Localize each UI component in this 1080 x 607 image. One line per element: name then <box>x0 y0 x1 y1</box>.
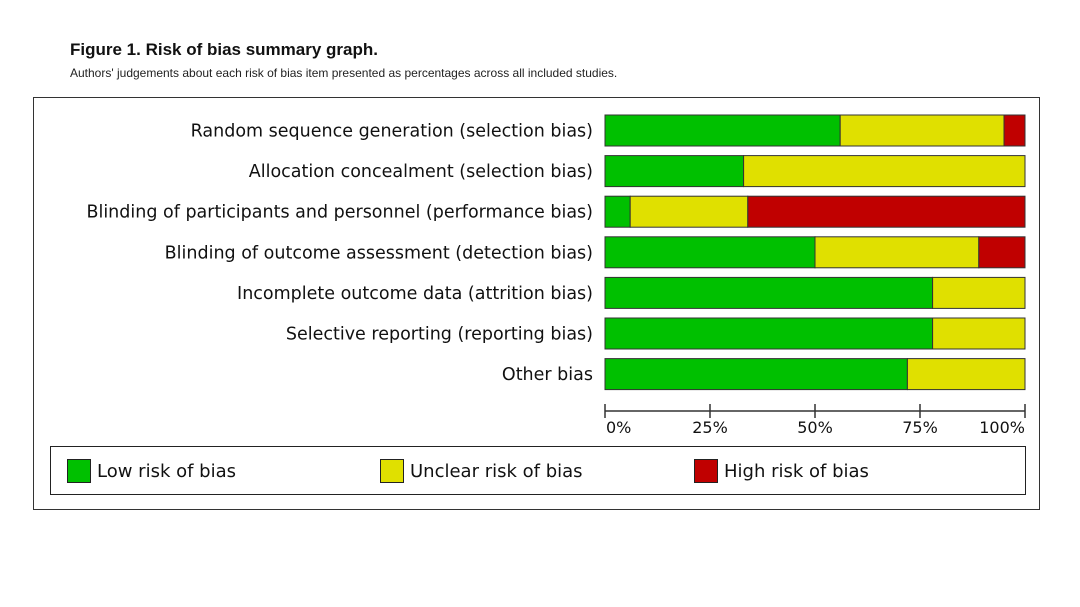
bar-segment-low <box>604 317 934 350</box>
legend-swatch-unclear <box>380 459 404 483</box>
legend-label-high: High risk of bias <box>724 460 869 482</box>
bar-segment-high <box>747 195 1026 228</box>
legend-swatch-low <box>67 459 91 483</box>
legend-label-unclear: Unclear risk of bias <box>410 460 583 482</box>
bar-segment-unclear <box>814 236 980 269</box>
bar-segment-high <box>978 236 1026 269</box>
bar-segment-unclear <box>743 155 1026 188</box>
bar-segment-low <box>604 276 934 309</box>
x-tick-label: 75% <box>902 418 938 437</box>
bar-segment-low <box>604 195 631 228</box>
chart-frame <box>33 97 1040 510</box>
category-label: Random sequence generation (selection bi… <box>191 122 593 142</box>
legend-item-unclear: Unclear risk of bias <box>380 458 583 484</box>
category-label: Allocation concealment (selection bias) <box>249 162 593 182</box>
figure-subtitle: Authors' judgements about each risk of b… <box>70 66 618 80</box>
bar-segment-high <box>1003 114 1026 147</box>
bar-segment-unclear <box>629 195 749 228</box>
x-tick-label: 100% <box>979 418 1025 437</box>
category-label: Incomplete outcome data (attrition bias) <box>237 284 593 304</box>
bar-segment-unclear <box>932 317 1026 350</box>
bar-segment-unclear <box>906 358 1026 391</box>
x-tick-label: 0% <box>606 418 631 437</box>
legend-swatch-high <box>694 459 718 483</box>
bar-segment-low <box>604 114 841 147</box>
category-label: Blinding of participants and personnel (… <box>86 203 593 223</box>
legend-label-low: Low risk of bias <box>97 460 236 482</box>
category-label: Blinding of outcome assessment (detectio… <box>165 243 593 263</box>
bar-segment-low <box>604 236 816 269</box>
bar-segment-low <box>604 358 908 391</box>
bar-segment-low <box>604 155 745 188</box>
category-label: Selective reporting (reporting bias) <box>286 325 593 345</box>
x-tick-label: 50% <box>797 418 833 437</box>
category-label: Other bias <box>502 365 593 385</box>
bar-segment-unclear <box>932 276 1026 309</box>
legend-item-low: Low risk of bias <box>67 458 236 484</box>
x-tick-label: 25% <box>692 418 728 437</box>
figure-title: Figure 1. Risk of bias summary graph. <box>70 40 378 59</box>
legend-item-high: High risk of bias <box>694 458 869 484</box>
bar-segment-unclear <box>839 114 1005 147</box>
legend: Low risk of bias Unclear risk of bias Hi… <box>50 446 1026 495</box>
